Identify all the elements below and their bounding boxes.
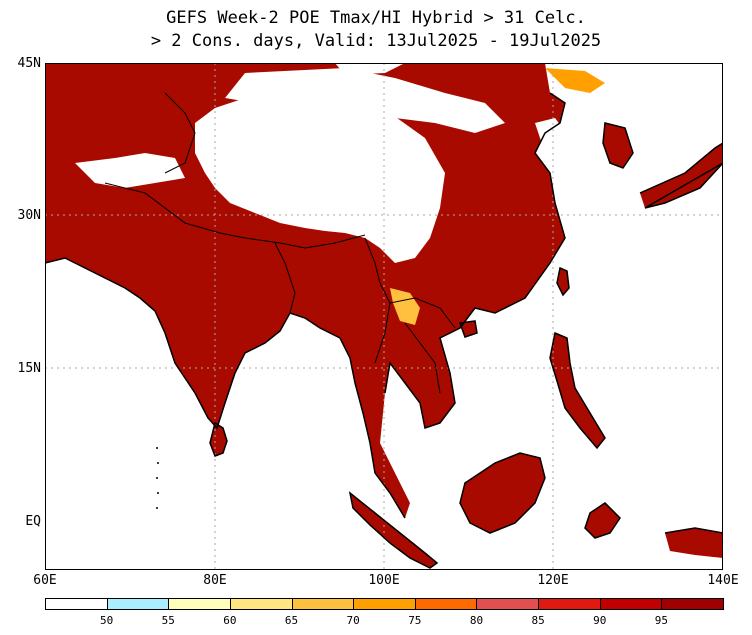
lon-label-140e: 140E <box>707 573 739 588</box>
colorbar-swatch <box>291 598 355 610</box>
mongolia-white <box>225 68 505 133</box>
colorbar-label: 80 <box>469 614 484 627</box>
colorbar-swatch <box>476 598 540 610</box>
colorbar-swatch <box>414 598 478 610</box>
colorbar-swatch <box>661 598 724 610</box>
colorbar-label: 75 <box>408 614 422 627</box>
sri-lanka-region <box>210 423 227 456</box>
lat-label-15n: 15N <box>17 361 41 376</box>
northeast-china-white <box>535 118 570 158</box>
northern-fringe <box>545 68 605 93</box>
lon-label-80e: 80E <box>203 573 227 588</box>
colorbar-swatch <box>599 598 663 610</box>
colorbar-label: 95 <box>654 614 668 627</box>
sumatra-region <box>350 493 437 568</box>
lat-label-45n: 45N <box>17 56 41 71</box>
map-title-line-2: > 2 Cons. days, Valid: 13Jul2025 - 19Jul… <box>150 31 602 51</box>
colorbar-label: 90 <box>593 614 607 627</box>
sulawesi-region <box>585 503 620 538</box>
lon-label-60e: 60E <box>33 573 57 588</box>
colorbar-swatch <box>229 598 293 610</box>
lon-label-120e: 120E <box>537 573 569 588</box>
central-asia-white <box>75 153 185 188</box>
coastlines <box>45 92 723 569</box>
lat-label-eq: EQ <box>25 514 41 529</box>
colorbar-swatch <box>106 598 170 610</box>
korea-region <box>603 123 633 168</box>
colorbar-label: 55 <box>161 614 175 627</box>
map-title-line-1: GEFS Week-2 POE Tmax/HI Hybrid > 31 Celc… <box>166 8 586 28</box>
philippines-region <box>550 333 605 448</box>
colorbar-swatch <box>168 598 231 610</box>
colorbar-swatch <box>45 598 108 610</box>
indochina-fringe <box>390 288 420 325</box>
lon-label-100e: 100E <box>368 573 400 588</box>
maldives-dots <box>156 447 159 509</box>
colorbar-swatch <box>353 598 416 610</box>
lat-label-30n: 30N <box>17 208 41 223</box>
colorbar-label: 50 <box>100 614 114 627</box>
country-borders <box>104 92 456 394</box>
colorbar-swatch <box>538 598 601 610</box>
new-guinea-region <box>665 528 723 558</box>
colorbar-label: 70 <box>346 614 360 627</box>
colorbar-label: 65 <box>284 614 299 627</box>
probability-map <box>45 63 723 570</box>
colorbar-label: 60 <box>223 614 237 627</box>
graticule <box>45 63 723 570</box>
tibetan-plateau-white <box>195 98 445 263</box>
colorbar-label: 85 <box>531 614 545 627</box>
